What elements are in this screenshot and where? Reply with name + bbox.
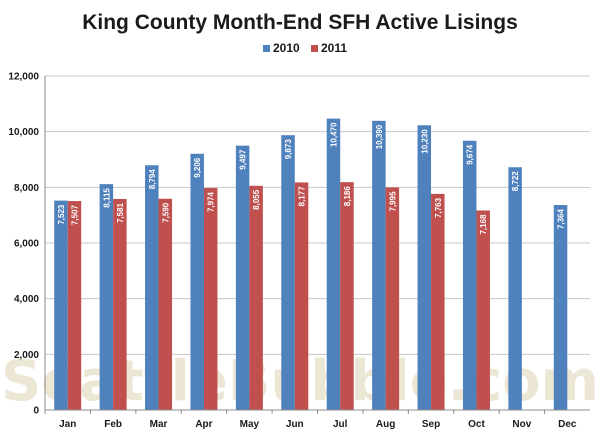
bar-2010-aug (372, 120, 386, 410)
data-label: 7,507 (70, 205, 79, 226)
data-label: 9,206 (193, 157, 202, 178)
data-label: 10,390 (375, 124, 384, 149)
data-label: 7,523 (57, 204, 66, 225)
y-tick-label: 2,000 (14, 350, 39, 361)
bar-2010-jan (54, 200, 68, 410)
bar-2010-jun (281, 135, 295, 410)
y-tick-label: 12,000 (8, 72, 39, 83)
data-label: 8,794 (148, 169, 157, 190)
data-label: 8,055 (252, 189, 261, 210)
legend-label-2011: 2011 (321, 41, 347, 55)
bar-2011-oct (476, 210, 490, 410)
x-tick-label: Jun (286, 419, 304, 430)
gridlines (45, 75, 590, 355)
bar-2010-dec (553, 205, 568, 410)
bar-2011-jan (67, 201, 82, 410)
x-tick-label: May (240, 419, 260, 430)
bar-2010-may (235, 145, 250, 410)
x-tick-label: Aug (376, 419, 395, 430)
y-tick-label: 6,000 (14, 239, 39, 250)
data-label: 7,168 (479, 214, 488, 235)
bar-2010-nov (508, 167, 522, 410)
x-tick-label: Oct (468, 419, 485, 430)
data-label: 8,186 (343, 186, 352, 207)
x-tick-label: Nov (512, 419, 531, 430)
x-tick-label: Mar (150, 419, 168, 430)
x-tick-label: Sep (422, 419, 440, 430)
y-tick-label: 4,000 (14, 294, 39, 305)
bar-2010-sep (417, 125, 432, 410)
data-label: 8,115 (102, 188, 111, 208)
data-label: 7,763 (434, 197, 443, 218)
bar-2011-feb (113, 198, 127, 410)
x-tick-label: Dec (558, 419, 577, 430)
bar-2010-jul (326, 118, 341, 411)
data-label: 7,974 (207, 192, 216, 213)
data-label: 8,177 (298, 186, 307, 207)
bar-2011-aug (385, 187, 400, 410)
bars: 7,523 7,507 8,115 7,581 8,794 7,590 9,206 7,974… (54, 118, 568, 411)
data-label: 10,470 (329, 122, 338, 147)
legend-swatch-2011 (311, 45, 318, 52)
bar-2011-mar (158, 198, 173, 410)
data-label: 7,364 (557, 208, 566, 229)
legend: 2010 2011 (263, 41, 347, 55)
bar-2010-feb (99, 184, 114, 410)
data-label: 9,674 (466, 144, 475, 165)
legend-swatch-2010 (263, 45, 270, 52)
x-tick-label: Feb (104, 419, 122, 430)
legend-label-2010: 2010 (273, 41, 300, 55)
x-tick-label: Apr (195, 419, 212, 430)
bar-2010-apr (190, 153, 204, 410)
bar-2011-jun (294, 182, 309, 410)
data-label: 9,497 (239, 149, 248, 170)
data-label: 8,722 (511, 171, 520, 192)
y-tick-label: 10,000 (8, 127, 39, 138)
bar-2010-mar (145, 165, 159, 410)
chart-title: King County Month-End SFH Active Lisings (82, 11, 518, 34)
y-tick-label: 8,000 (14, 183, 39, 194)
bar-2010-oct (462, 140, 477, 410)
x-tick-label: Jul (333, 419, 348, 430)
data-label: 7,590 (161, 202, 170, 223)
data-label: 7,995 (388, 191, 397, 212)
bar-2011-sep (431, 193, 445, 410)
bar-2011-jul (340, 182, 354, 410)
data-label: 10,230 (420, 129, 429, 154)
bar-2011-may (249, 185, 263, 410)
data-label: 9,873 (284, 139, 293, 160)
y-tick-label: 0 (33, 406, 39, 417)
bar-2011-apr (203, 188, 218, 410)
x-tick-label: Jan (59, 419, 76, 430)
data-label: 7,581 (116, 202, 125, 223)
axes: 0 2,000 4,000 6,000 8,000 10,000 12,000 Jan Feb M… (8, 72, 590, 430)
